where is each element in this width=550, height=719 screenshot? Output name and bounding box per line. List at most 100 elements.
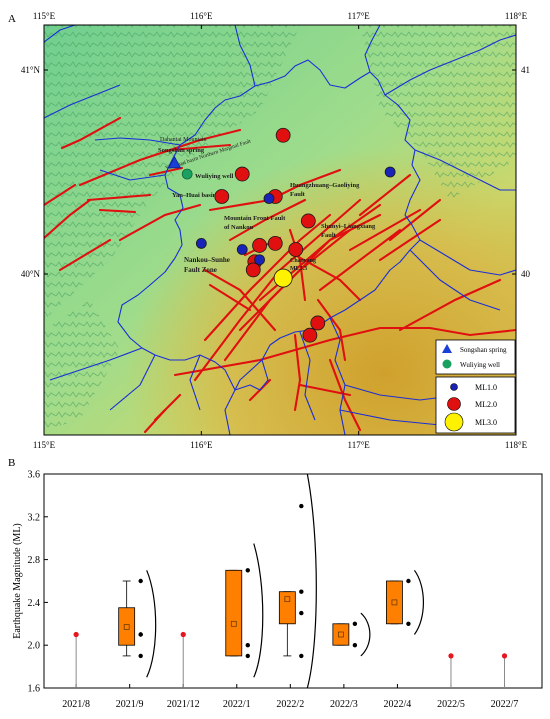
boundary-line-7 [299,331,316,421]
fault-line-3 [44,183,77,207]
fault-line-23 [328,358,362,432]
map-label-nankou-2: Fault Zone [184,266,217,274]
terrain-map [44,25,516,435]
x-tick-label: 2022/4 [384,699,412,710]
fault-line-1 [44,198,92,240]
box-mean-marker [230,620,237,627]
earthquake-ml2-marker [252,238,267,253]
fault-line-31 [358,173,412,217]
boundary-line-19 [409,249,501,311]
fault-line-19 [208,283,252,312]
fault-line-27 [173,326,516,377]
chart-axes: 1.6 2.0 2.4 2.8 3.2 3.6 2021/8 2021/9 2021/12 202… [28,470,519,711]
songshan-spring-marker [167,156,182,169]
boundary-line-18 [234,25,256,87]
box-iqr [118,607,136,646]
earthquake-ml1-marker [195,237,207,249]
fault-line-33 [388,198,442,242]
beijing-boundary [44,25,516,435]
earthquake-ml2-marker [245,262,261,278]
box-data-point [138,632,143,637]
lon-label-top: 117°E [348,11,371,21]
legend-ml2-label: ML2.0 [475,400,497,409]
legend-ml2-icon [447,397,461,411]
boundary-line-5 [419,239,516,276]
boundary-line-16 [384,34,516,96]
earthquake-ml2-marker [214,189,230,204]
x-tick-label: 2021/12 [167,699,200,710]
panel-b-chart: B Earthquake Magnitude (ML) 1.6 2.0 2.4 2.8… [8,457,543,711]
box-data-point [299,653,304,659]
fault-line-9 [148,166,184,177]
box-data-point [352,643,358,648]
legend-ml1-label: ML1.0 [475,383,497,392]
fault-line-7 [98,208,137,214]
fault-line-29 [318,228,402,292]
legend-songshan-label: Songshan spring [460,346,507,354]
earthquake-ml1-marker [263,193,275,204]
fault-line-4 [60,116,122,150]
single-event-point [448,653,454,659]
map-label-mountain-front-1: Mountain Front Fault [224,215,286,222]
single-event-point [73,631,79,638]
boundary-line-13 [99,169,166,181]
fault-line-8 [118,203,202,242]
map-label-wuliying-well: Wuliying well [195,173,234,180]
lat-label-left: 40°N [21,269,41,279]
map-label-nankou-1: Nankou–Sunhe [184,256,230,264]
fault-line-10 [168,143,232,152]
boundary-line-4 [414,149,516,191]
lat-label-right: 41 [521,65,530,75]
earthquake-ml2-marker [267,235,283,251]
map-label-dahanta: Dahantai Mountain [160,137,207,143]
boundary-line-9 [189,354,201,411]
x-tick-label: 2022/2 [276,699,304,710]
earthquake-ml2-marker [310,315,326,331]
fault-line-20 [288,228,307,302]
box-iqr [386,580,403,625]
lon-label-bottom: 116°E [190,440,213,450]
panel-b-label: B [8,457,15,469]
map-label-mountain-front-2: of Nankou [224,224,253,231]
fault-line-28 [293,253,362,302]
fault-line-22 [316,298,347,362]
single-event-point [501,653,508,659]
map-frame [43,24,517,436]
fault-line-30 [348,208,422,252]
fault-line-6 [86,193,152,202]
box-data-point [406,621,411,626]
box-distribution-curve [146,570,157,678]
earthquake-ml2-marker [288,242,304,257]
map-axis-ticks: 115°E 115°E 116°E 116°E 117°E 117°E 118°E 118°E… [21,11,531,450]
boundary-line-6 [329,317,346,435]
box-data-point [245,653,250,659]
fault-line-34 [398,278,502,332]
legend-well-icon [442,359,452,369]
single-event-point [180,631,186,638]
legend-spring-icon [442,344,452,353]
earthquake-events [167,127,396,343]
earthquake-ml1-marker [236,244,248,255]
boundary-line-15 [109,354,156,411]
map-label-chaoyang-2: ML3.3 [290,266,307,272]
lon-label-bottom: 118°E [505,440,528,450]
lon-label-bottom: 115°E [33,440,56,450]
box-data-point [352,621,358,626]
earthquake-ml1-marker [384,166,396,178]
x-tick-label: 2022/7 [491,699,519,710]
legend-ml1-icon [450,383,458,391]
box-data-point [299,610,304,616]
fault-line-32 [378,218,442,262]
box-distribution-curve [306,473,317,689]
box-distribution-curve [413,569,424,635]
boundary-line-14 [49,347,143,381]
map-label-huangzhuang-2: Fault [290,191,306,198]
box-data-point [138,653,143,659]
box-iqr [332,623,350,646]
lon-label-bottom: 117°E [348,440,371,450]
y-tick-label: 2.4 [28,598,41,609]
map-label-chaoyang-1: Chaoyang [290,258,316,264]
legend-ml3-label: ML3.0 [475,418,497,427]
lon-label-top: 118°E [505,11,528,21]
